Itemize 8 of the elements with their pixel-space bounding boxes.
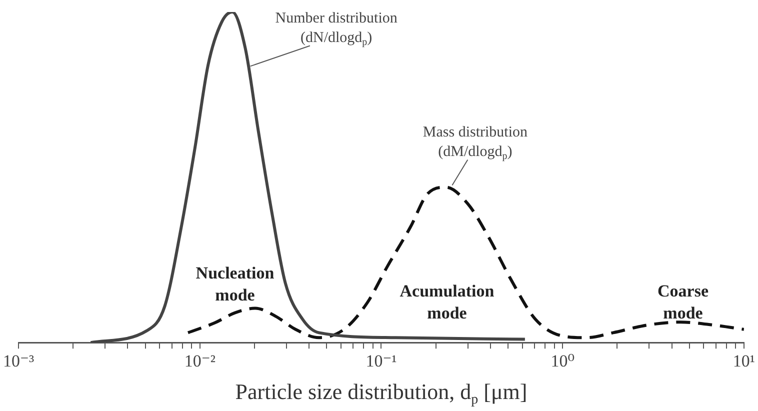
annotation: Coarse mode (658, 281, 709, 322)
x-tick-label: 10⁻³ (2, 351, 34, 370)
x-tick-label: 10⁻² (184, 351, 216, 370)
annotation: Nucleation mode (196, 263, 275, 304)
x-tick-label: 10⁰ (550, 351, 575, 370)
x-tick-label: 10⁻¹ (366, 351, 397, 370)
x-tick-label: 10¹ (732, 351, 756, 370)
annotation: Acumulation mode (400, 281, 495, 322)
